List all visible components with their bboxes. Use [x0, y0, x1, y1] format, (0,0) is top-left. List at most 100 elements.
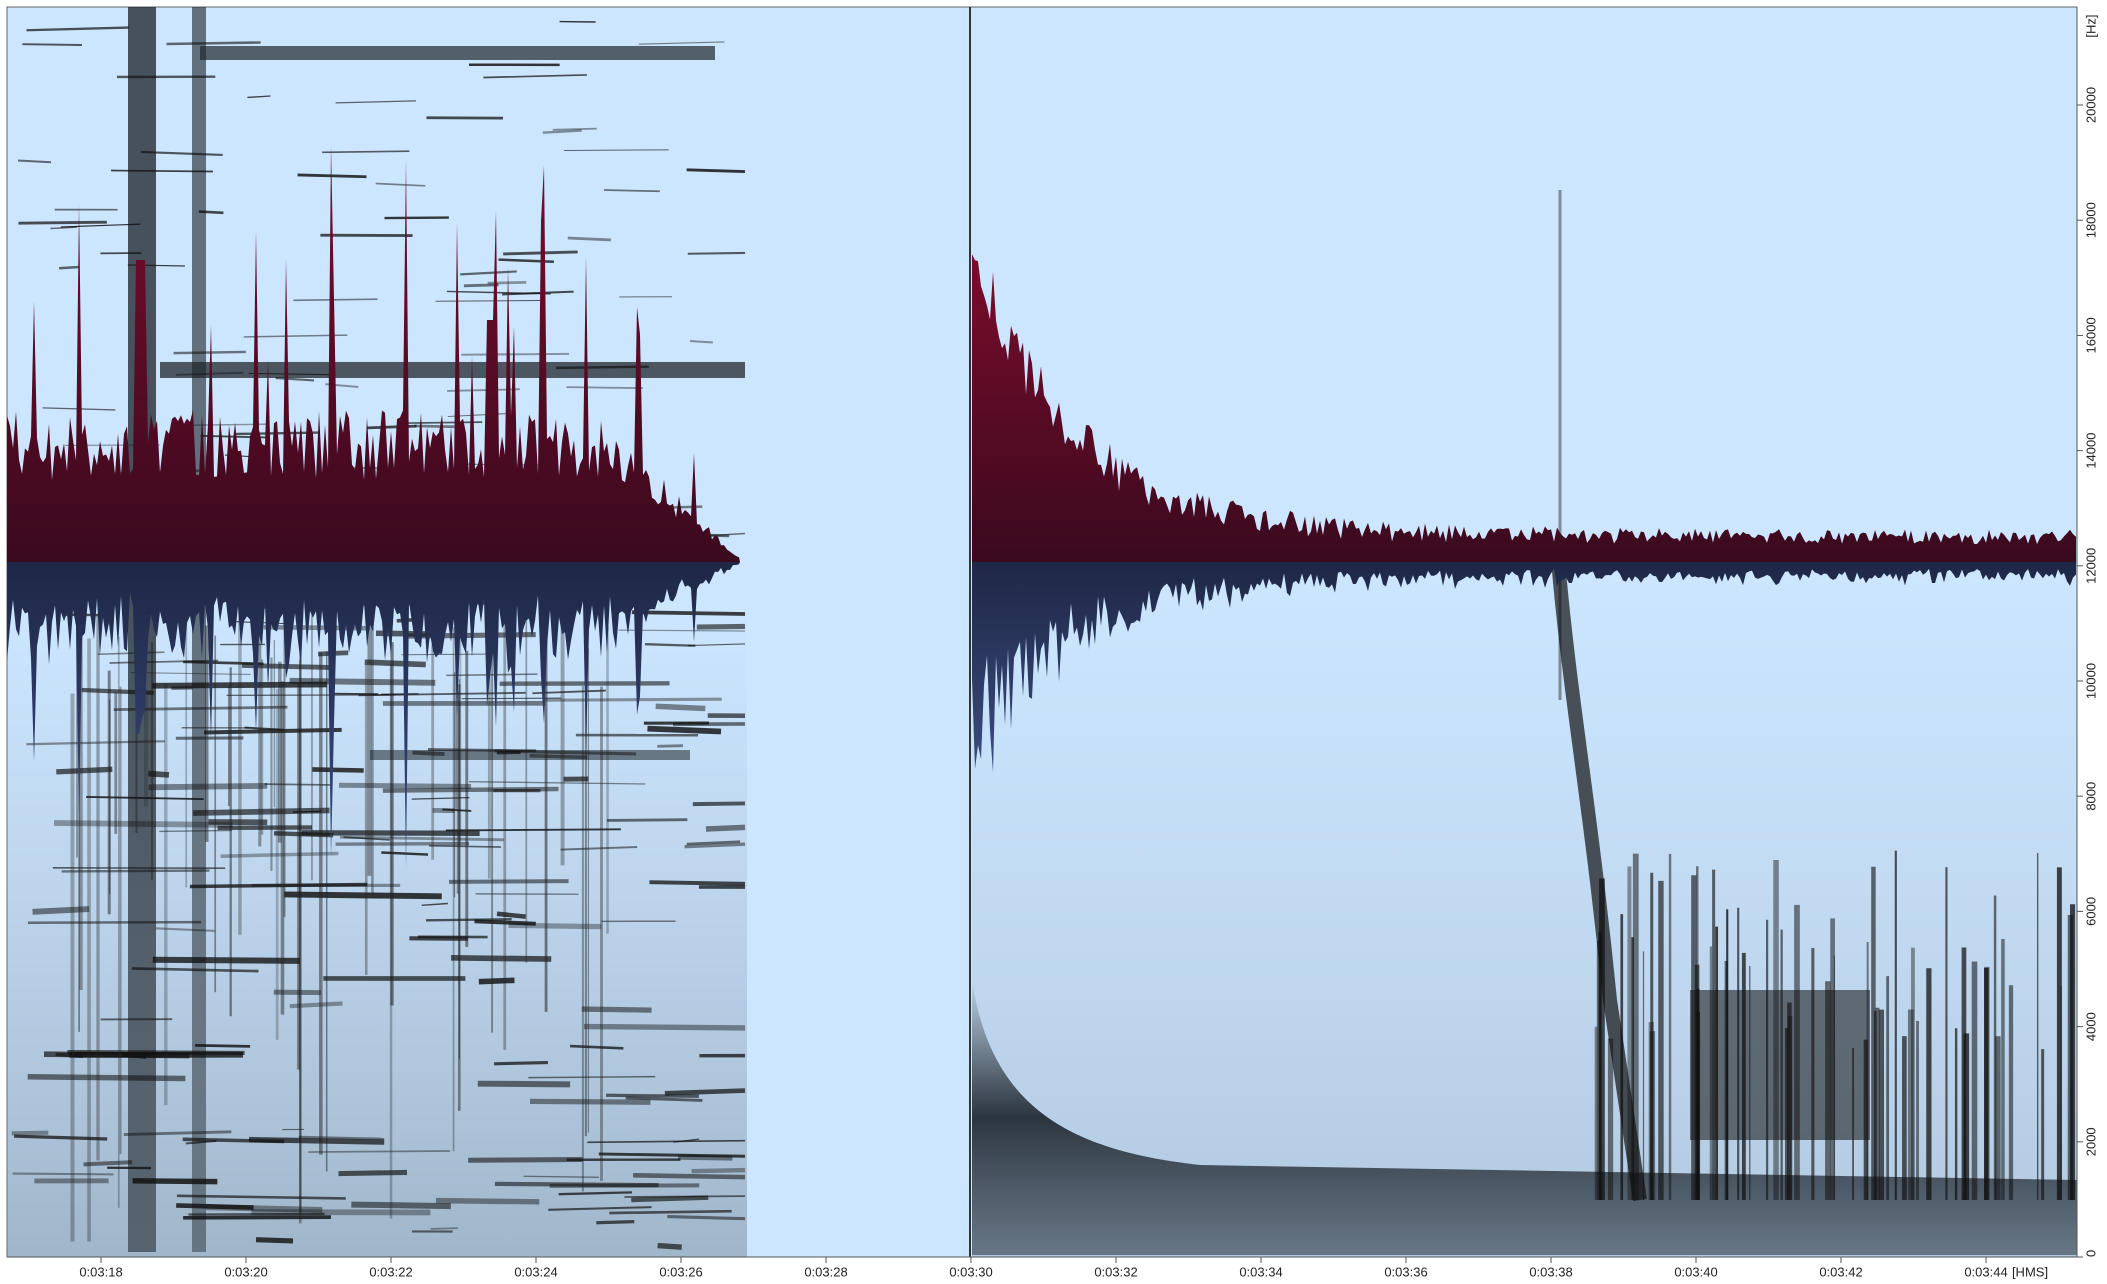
partial-line	[289, 1001, 343, 1009]
partial-line	[322, 150, 410, 154]
partial-line	[97, 651, 165, 656]
partial-line	[631, 610, 746, 616]
partial-line	[335, 100, 416, 104]
y-tick-label: 10000	[2083, 663, 2098, 699]
partial-line	[155, 927, 215, 932]
partial-line	[598, 1152, 746, 1158]
waveform-right-upper	[972, 254, 2076, 562]
x-tick-label: 0:03:28	[804, 1264, 847, 1279]
partial-line	[451, 954, 552, 962]
waveform-left-upper	[7, 145, 740, 562]
partial-line	[204, 727, 342, 735]
partial-line	[308, 1150, 451, 1153]
y-tick-label: 12000	[2083, 548, 2098, 584]
partial-line	[182, 1137, 285, 1144]
partial-line	[687, 643, 746, 647]
partial-line	[633, 1172, 746, 1180]
x-tick-label: 0:03:40	[1674, 1264, 1717, 1279]
partial-line	[331, 692, 379, 696]
partial-line	[583, 1023, 746, 1031]
partial-line	[545, 697, 722, 702]
partial-line	[468, 1157, 583, 1163]
partial-line	[649, 880, 746, 886]
partial-line	[560, 846, 638, 851]
partial-line	[647, 725, 722, 735]
partial-line	[335, 841, 470, 846]
partial-line	[176, 1194, 346, 1200]
partial-line	[338, 1169, 408, 1177]
partial-line	[220, 851, 339, 858]
x-tick-label: 0:03:36	[1384, 1264, 1427, 1279]
y-tick-label: 18000	[2083, 202, 2098, 238]
partial-line	[494, 1061, 548, 1066]
partial-line	[542, 129, 582, 134]
partial-line	[678, 1154, 733, 1161]
partial-line	[343, 836, 390, 841]
x-tick-label: 0:03:18	[79, 1264, 122, 1279]
partial-line	[596, 1220, 635, 1225]
partial-line	[603, 189, 660, 193]
partial-line	[487, 280, 527, 285]
partial-line	[247, 95, 271, 99]
x-tick-label: 0:03:44	[1964, 1264, 2007, 1279]
y-tick-label: 4000	[2083, 1012, 2098, 1041]
partial-line	[61, 869, 210, 873]
haze	[972, 560, 2077, 1257]
partial-line	[297, 173, 367, 179]
partial-line	[463, 283, 499, 288]
partial-line	[570, 1044, 624, 1050]
partial-line	[273, 831, 334, 838]
partial-line	[430, 1227, 458, 1230]
partial-line	[401, 653, 495, 656]
x-tick-label: 0:03:20	[224, 1264, 267, 1279]
y-tick-label: 14000	[2083, 433, 2098, 469]
partial-line	[298, 1135, 385, 1140]
partial-line	[549, 1183, 700, 1188]
partial-line	[248, 372, 336, 376]
partial-line	[53, 820, 233, 828]
partial-line	[12, 1172, 114, 1176]
partial-line	[478, 977, 515, 985]
partial-line	[563, 149, 669, 151]
x-tick-label: 0:03:32	[1094, 1264, 1137, 1279]
partial-line	[183, 1215, 332, 1220]
axes: 0:03:18 0:03:20 0:03:22 0:03:24 0:03:26 0:03:…	[79, 14, 2098, 1279]
partial-line	[264, 783, 333, 786]
partial-line	[686, 840, 741, 846]
partial-line	[503, 250, 578, 256]
partial-line	[375, 182, 426, 187]
partial-line	[289, 677, 436, 686]
partial-line	[657, 744, 683, 748]
partial-line	[166, 41, 261, 46]
partial-line	[684, 842, 746, 849]
partial-line	[148, 770, 170, 778]
partial-line	[508, 922, 602, 930]
x-unit: [HMS]	[2012, 1264, 2048, 1279]
partial-line	[22, 43, 82, 46]
partial-line	[185, 1139, 217, 1145]
partial-line	[474, 919, 536, 926]
y-tick-label: 20000	[2083, 87, 2098, 123]
y-tick-label: 16000	[2083, 317, 2098, 353]
partial-line	[173, 350, 246, 355]
partial-line	[689, 339, 713, 344]
partial-line	[384, 216, 449, 220]
partial-line	[86, 796, 204, 801]
partial-line	[461, 352, 570, 356]
partial-line	[496, 911, 526, 919]
partial-line	[428, 748, 537, 753]
x-tick-label: 0:03:34	[1239, 1264, 1282, 1279]
partial-line	[607, 818, 688, 822]
partial-line	[523, 1175, 599, 1179]
partial-line	[14, 1134, 108, 1141]
partial-line	[236, 431, 320, 436]
partial-line	[655, 703, 706, 712]
x-tick-label: 0:03:26	[659, 1264, 702, 1279]
partial-line	[293, 298, 378, 302]
x-tick-label: 0:03:42	[1819, 1264, 1862, 1279]
partial-line	[435, 299, 542, 302]
partial-line	[26, 740, 166, 746]
partial-line	[502, 290, 574, 296]
partial-line	[159, 829, 233, 833]
